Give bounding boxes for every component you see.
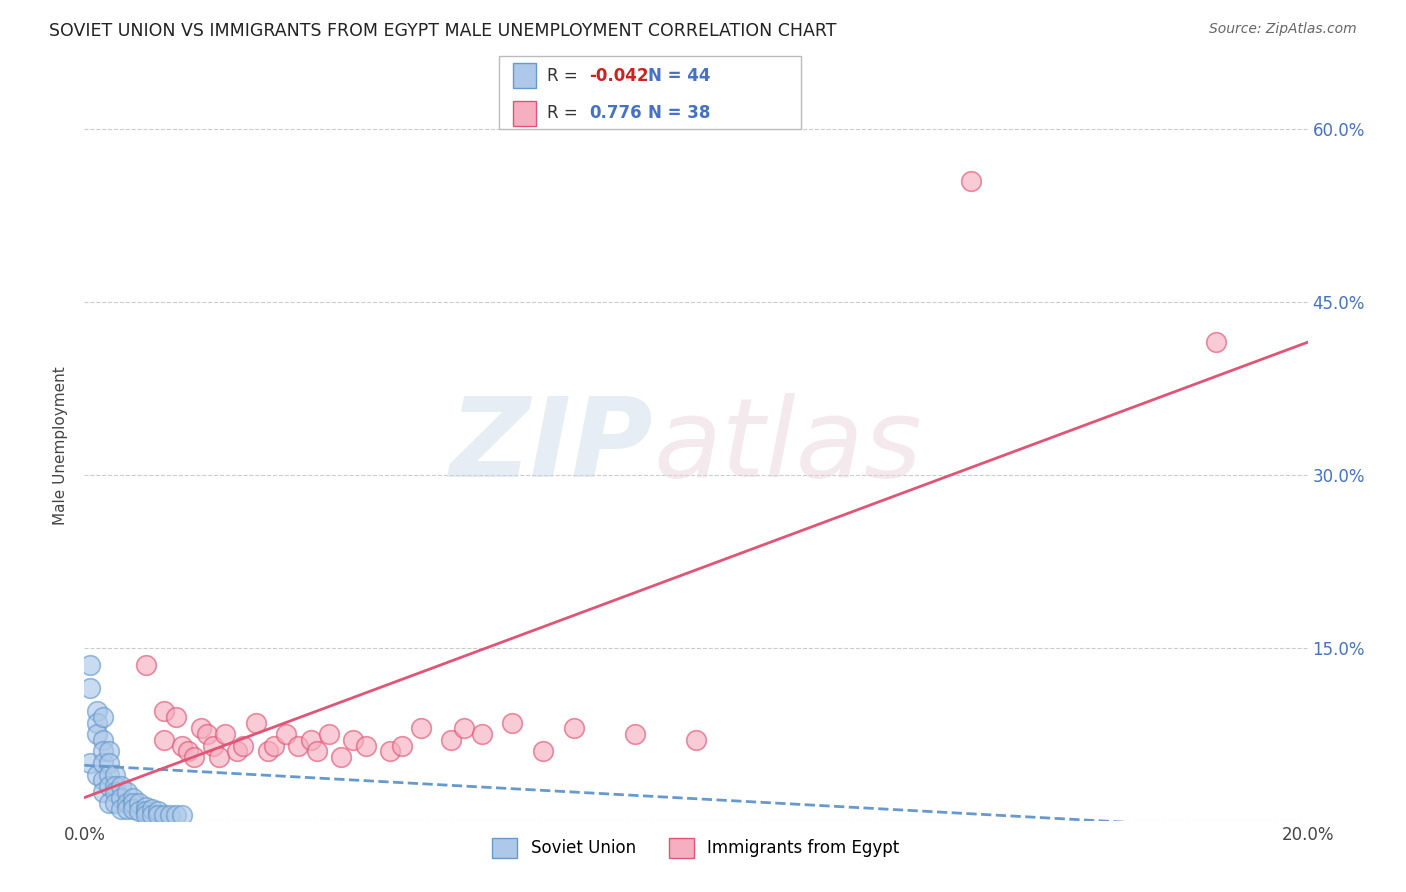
Text: SOVIET UNION VS IMMIGRANTS FROM EGYPT MALE UNEMPLOYMENT CORRELATION CHART: SOVIET UNION VS IMMIGRANTS FROM EGYPT MA… (49, 22, 837, 40)
Point (380, 744, 402, 758)
Point (172, 739, 194, 753)
Point (86, 767, 108, 781)
Point (97, 779, 120, 793)
Text: Source: ZipAtlas.com: Source: ZipAtlas.com (1209, 22, 1357, 37)
Point (91, 710, 114, 724)
Point (214, 727, 236, 741)
Point (86, 727, 108, 741)
Point (135, 805, 157, 819)
Point (91, 785, 114, 799)
Text: ZIP: ZIP (450, 392, 654, 500)
Legend: Soviet Union, Immigrants from Egypt: Soviet Union, Immigrants from Egypt (485, 831, 907, 864)
Point (86, 715, 108, 730)
Point (122, 797, 145, 811)
Point (232, 739, 254, 753)
Point (1205, 335, 1227, 350)
Point (91, 733, 114, 747)
Point (153, 704, 176, 718)
Point (115, 785, 138, 799)
Point (79, 756, 101, 770)
Point (183, 750, 205, 764)
Point (172, 808, 194, 822)
Point (531, 744, 554, 758)
Point (391, 739, 413, 753)
Point (79, 681, 101, 695)
Point (91, 756, 114, 770)
Point (624, 727, 647, 741)
Point (153, 808, 176, 822)
Point (165, 808, 187, 822)
Point (104, 797, 127, 811)
Point (97, 797, 120, 811)
Point (195, 727, 218, 741)
Point (110, 779, 132, 793)
Point (960, 174, 983, 188)
Text: R =: R = (547, 67, 583, 85)
Point (135, 808, 157, 822)
Point (115, 797, 138, 811)
Point (97, 744, 120, 758)
Point (79, 658, 101, 673)
Point (208, 750, 231, 764)
Point (685, 733, 707, 747)
Point (141, 808, 163, 822)
Point (409, 722, 432, 736)
Text: atlas: atlas (654, 392, 922, 500)
Point (276, 727, 298, 741)
Point (146, 805, 169, 819)
Point (122, 802, 145, 816)
Point (115, 802, 138, 816)
Point (159, 808, 181, 822)
Point (440, 733, 463, 747)
Point (177, 744, 200, 758)
Point (453, 722, 475, 736)
Point (165, 710, 187, 724)
Point (110, 802, 132, 816)
Point (91, 744, 114, 758)
Point (471, 727, 494, 741)
Point (104, 779, 127, 793)
Point (122, 790, 145, 805)
Point (153, 733, 176, 747)
Point (91, 773, 114, 788)
Text: 0.776: 0.776 (589, 104, 641, 122)
Point (135, 658, 157, 673)
Point (146, 808, 169, 822)
Point (97, 767, 120, 781)
Point (318, 727, 340, 741)
Point (226, 744, 249, 758)
Point (305, 744, 328, 758)
Point (104, 767, 127, 781)
Point (86, 704, 108, 718)
Point (342, 733, 364, 747)
Point (354, 739, 377, 753)
Point (104, 785, 127, 799)
Point (190, 722, 212, 736)
Point (201, 739, 224, 753)
Point (141, 802, 163, 816)
Point (287, 739, 309, 753)
Point (128, 797, 150, 811)
Text: -0.042: -0.042 (589, 67, 648, 85)
Point (257, 744, 280, 758)
Y-axis label: Male Unemployment: Male Unemployment (53, 367, 69, 525)
Point (299, 733, 322, 747)
Point (97, 756, 120, 770)
Point (135, 799, 157, 814)
Text: R =: R = (547, 104, 583, 122)
Point (110, 790, 132, 805)
Point (128, 805, 150, 819)
Point (330, 750, 353, 764)
Text: N = 44: N = 44 (648, 67, 710, 85)
Point (245, 715, 267, 730)
Point (263, 739, 285, 753)
Text: N = 38: N = 38 (648, 104, 710, 122)
Point (502, 715, 524, 730)
Point (562, 722, 585, 736)
